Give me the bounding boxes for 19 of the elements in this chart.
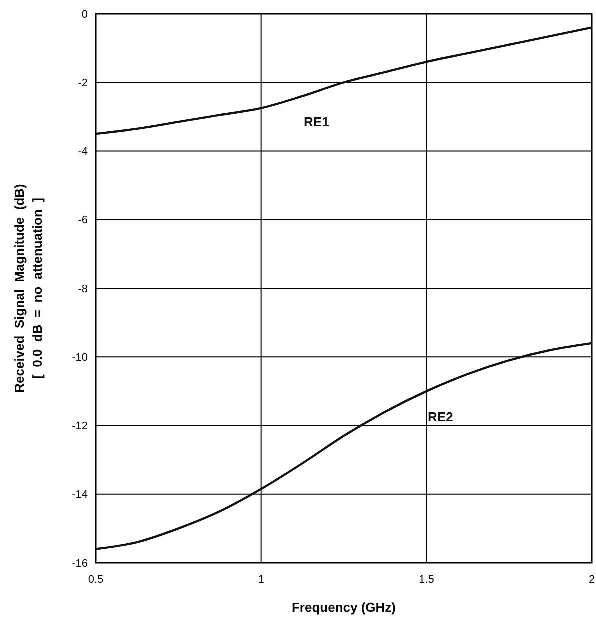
line-series [94, 342, 594, 550]
x-tick-label: 2 [588, 574, 596, 586]
y-tick-label: -10 [72, 352, 88, 364]
y-tick-label: -12 [72, 420, 88, 433]
y-tick-label: -16 [72, 558, 88, 570]
line-series [94, 26, 594, 136]
y-axis-title: Received Signal Magnitude (dB) [ 0.0 dB = no attenuation ] [12, 184, 45, 393]
x-tick-label: 0.5 [88, 574, 104, 586]
x-tick-label: 1 [258, 574, 264, 586]
y-tick-label: 0 [82, 8, 88, 21]
y-tick-label: -6 [78, 214, 88, 227]
y-tick-label: -8 [78, 283, 88, 296]
series-label: RE2 [428, 409, 454, 424]
y-tick-label: -4 [78, 146, 88, 158]
y-tick-label: -14 [72, 489, 88, 502]
series-label: RE1 [304, 114, 330, 130]
x-axis-title: Frequency (GHz) [292, 600, 396, 615]
x-tick-label: 1.5 [419, 574, 434, 586]
y-tick-label: -2 [78, 77, 88, 90]
